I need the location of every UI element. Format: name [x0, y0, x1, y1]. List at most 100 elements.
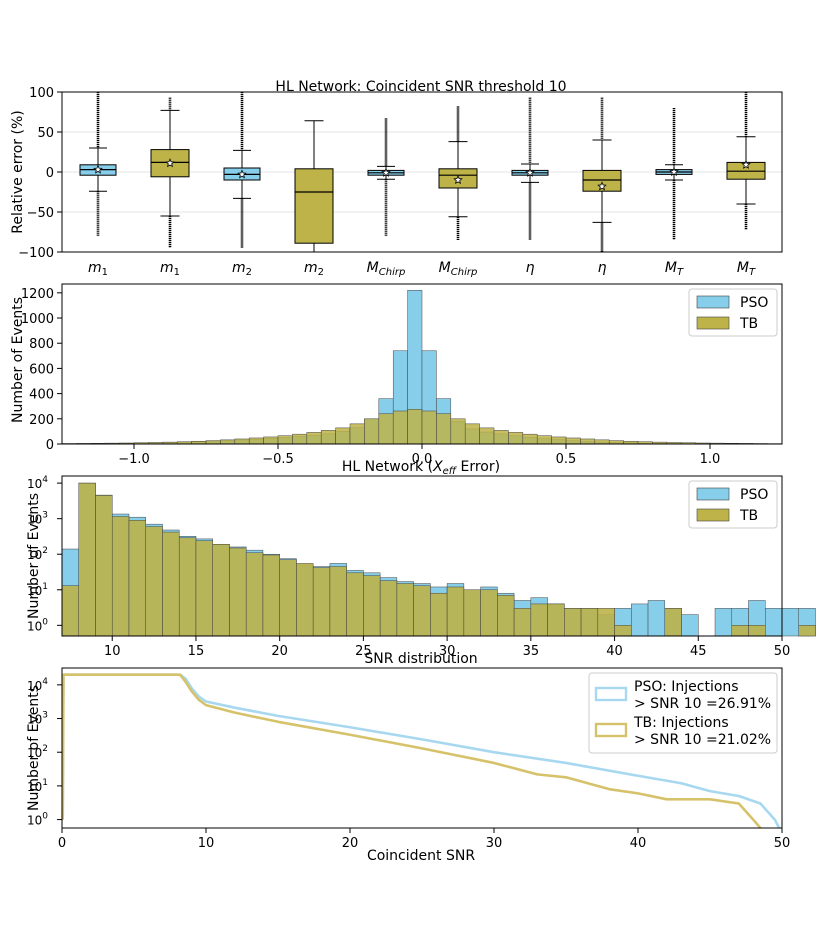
legend-label-pso-line2: > SNR 10 =26.91% [634, 696, 771, 712]
y-tick-exponent: 3 [42, 511, 48, 521]
category-subscript: 2 [246, 267, 252, 278]
tb-bar [514, 608, 531, 636]
legend-label-tb: TB [739, 508, 758, 524]
tb-bar [313, 568, 330, 636]
x-tick-label: 10 [104, 644, 121, 659]
pso-bar [715, 608, 732, 636]
tb-bar [220, 440, 234, 444]
tb-bar [397, 584, 414, 636]
x-category-label: m1 [160, 260, 180, 278]
tb-bar [292, 434, 306, 444]
tb-bar [129, 520, 146, 636]
y-tick-label: 100 [27, 617, 48, 633]
tb-bar [280, 560, 297, 636]
tb-bar [408, 409, 422, 444]
legend-swatch-tb [697, 317, 729, 329]
tb-bar [112, 517, 129, 636]
tb-bar [336, 428, 350, 444]
tb-bar [537, 436, 551, 444]
snr-hist-x-label: SNR distribution [364, 651, 477, 667]
x-tick-label: 45 [690, 644, 707, 659]
pso-bar [631, 604, 648, 636]
x-tick-label: 40 [630, 836, 647, 851]
tb-bar [464, 590, 481, 636]
legend-swatch-pso [697, 488, 729, 500]
legend-label-pso: PSO [740, 295, 768, 311]
tb-bar [497, 595, 514, 636]
tb-bar [229, 548, 246, 636]
tb-bar [732, 625, 749, 636]
tb-bar [278, 436, 292, 444]
pso-bar [682, 615, 699, 636]
tb-bar [581, 608, 598, 636]
legend-label-pso-line1: PSO: Injections [634, 679, 739, 695]
tb-bar [296, 563, 313, 636]
category-symbol: M [367, 260, 379, 276]
tb-bar [480, 428, 494, 444]
x-tick-label: 50 [774, 644, 791, 659]
tb-bar [665, 608, 682, 636]
tb-bar [213, 544, 230, 636]
y-tick-label: 104 [27, 677, 48, 693]
category-subscript: 2 [318, 267, 324, 278]
y-tick-label: 100 [27, 812, 48, 828]
tb-bar [62, 586, 79, 636]
boxplot-y-label: Relative error (%) [10, 110, 26, 233]
y-tick-label: 400 [29, 388, 54, 403]
category-symbol: m [88, 260, 102, 276]
tb-bar [564, 608, 581, 636]
tb-bar [531, 604, 548, 636]
tb-bar [548, 604, 565, 636]
y-tick-label: 200 [29, 413, 54, 428]
tb-bar [307, 432, 321, 444]
tb-bar [749, 625, 766, 636]
y-tick-label: 103 [27, 511, 48, 527]
legend-label-tb: TB [739, 316, 758, 332]
y-tick-exponent: 2 [42, 744, 48, 754]
category-subscript: T [749, 267, 756, 278]
category-symbol: M [665, 260, 677, 276]
tb-bar [235, 439, 249, 444]
x-tick-label: 50 [774, 836, 791, 851]
x-category-label: η [526, 260, 535, 276]
boxplot-panel: HL Network: Coincident SNR threshold 10 … [10, 79, 782, 278]
x-category-label: m2 [304, 260, 324, 278]
tb-bar [380, 581, 397, 636]
tb-bar [330, 567, 347, 636]
x-tick-label: 35 [523, 644, 540, 659]
category-symbol: η [598, 260, 607, 276]
legend-label-pso: PSO [740, 487, 768, 503]
tb-bar [523, 434, 537, 444]
tb-bar [430, 593, 447, 636]
x-category-label: MT [665, 260, 684, 278]
tb-bar [598, 608, 615, 636]
y-tick-label: 50 [37, 126, 54, 141]
tb-bar [422, 411, 436, 444]
y-tick-label: 102 [27, 546, 48, 562]
category-symbol: m [232, 260, 246, 276]
x-category-label: m2 [232, 260, 252, 278]
x-category-label: MChirp [439, 260, 478, 278]
x-tick-label: −1.0 [118, 452, 150, 467]
y-tick-exponent: 4 [42, 677, 48, 687]
tb-bar [451, 419, 465, 444]
y-tick-label: 1200 [21, 287, 54, 302]
x-category-label: m1 [88, 260, 108, 278]
category-symbol: m [160, 260, 174, 276]
pso-bar [648, 600, 665, 636]
xeff-histogram-panel: Number of Events 020040060080010001200−1… [10, 284, 782, 477]
x-tick-label: 10 [198, 836, 215, 851]
tb-bar [79, 483, 96, 636]
tb-bar [414, 586, 431, 636]
legend-swatch-tb [697, 509, 729, 521]
y-tick-exponent: 1 [42, 582, 48, 592]
y-tick-exponent: 1 [42, 778, 48, 788]
category-symbol: M [439, 260, 451, 276]
legend-label-tb-line2: > SNR 10 =21.02% [634, 732, 771, 748]
y-tick-label: 101 [27, 582, 48, 598]
tb-bar [566, 438, 580, 444]
x-tick-label: 0 [58, 836, 66, 851]
tb-bar [447, 587, 464, 636]
tb-bar [246, 553, 263, 636]
